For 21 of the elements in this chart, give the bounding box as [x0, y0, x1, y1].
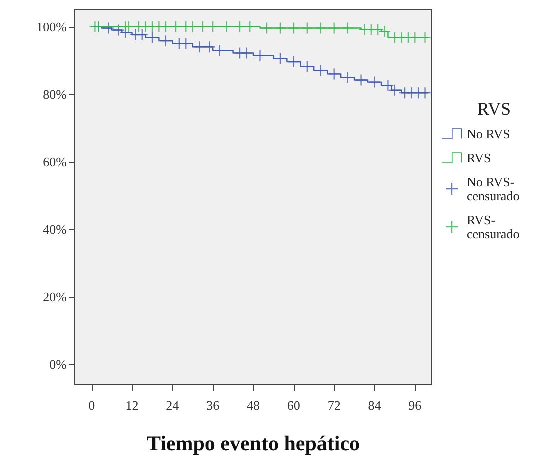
- x-tick-label: 72: [328, 398, 341, 413]
- x-axis-title: Tiempo evento hepático: [146, 432, 360, 456]
- x-tick-label: 12: [126, 398, 139, 413]
- y-tick-label: 40%: [43, 222, 68, 238]
- legend-label: RVS-censurado: [467, 212, 520, 242]
- legend-label: No RVS: [467, 126, 510, 142]
- y-tick-label: 20%: [43, 290, 68, 305]
- x-tick-label: 36: [206, 398, 220, 413]
- x-tick-label: 60: [287, 398, 300, 413]
- legend-label: No RVS-censurado: [467, 174, 520, 204]
- y-tick-label: 100%: [36, 19, 68, 34]
- y-tick-label: 80%: [43, 86, 68, 102]
- x-tick-label: 96: [408, 398, 422, 413]
- y-tick-label: 0%: [50, 357, 68, 372]
- legend-title: RVS: [477, 99, 512, 119]
- x-tick-label: 0: [88, 398, 96, 413]
- x-tick-label: 24: [166, 398, 180, 413]
- y-tick-label: 60%: [43, 154, 68, 170]
- x-tick-label: 84: [368, 398, 382, 413]
- x-tick-label: 48: [247, 398, 260, 413]
- legend-label: RVS: [467, 150, 492, 166]
